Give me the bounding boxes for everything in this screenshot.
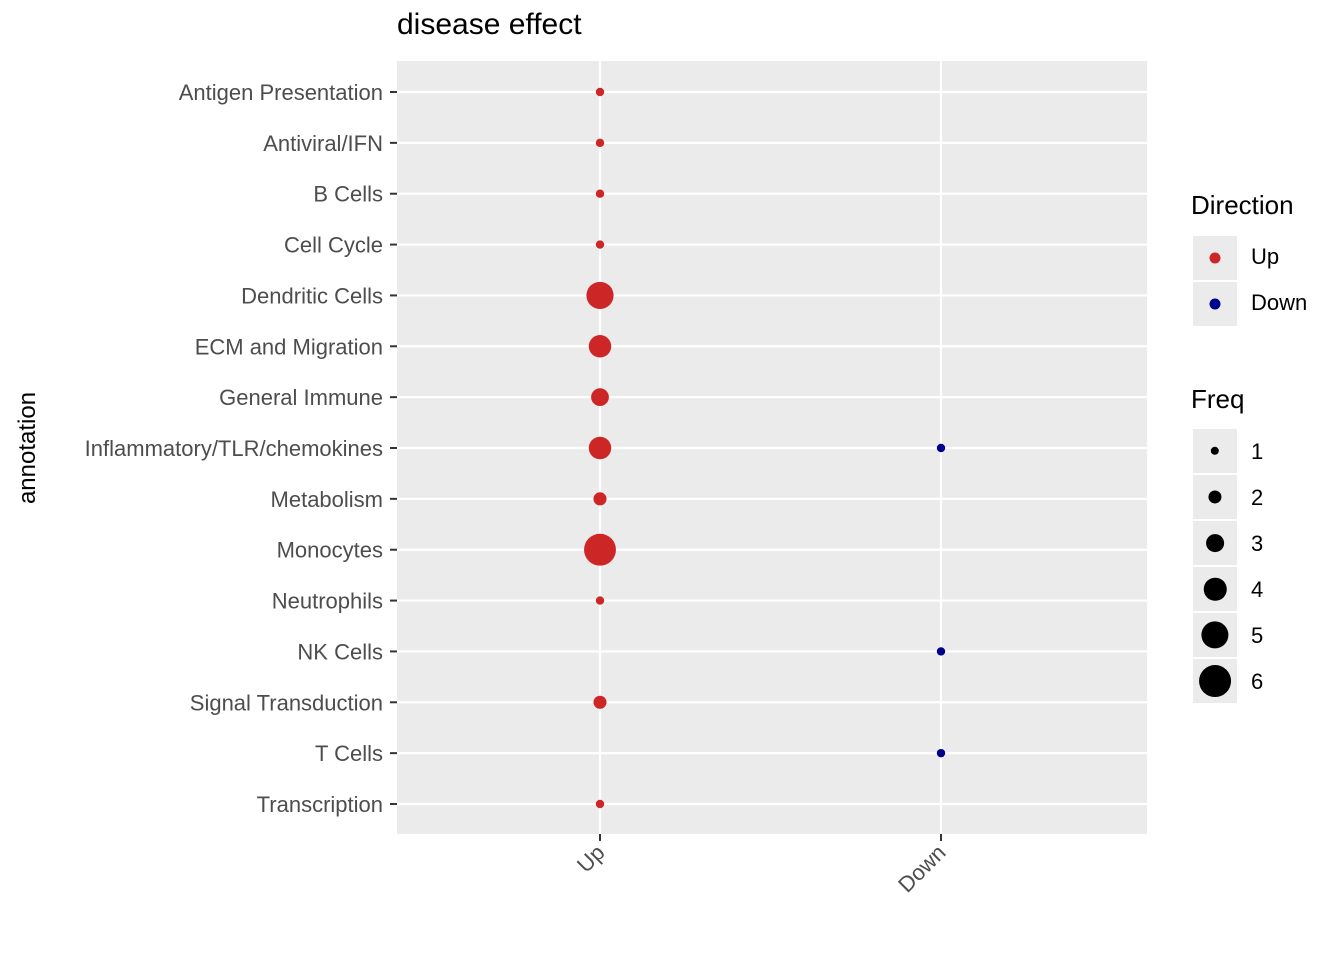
y-tick-label: General Immune bbox=[219, 385, 383, 410]
chart-title: disease effect bbox=[397, 8, 582, 41]
legend-dot-up bbox=[1209, 252, 1221, 264]
legend-label-freq-1: 1 bbox=[1251, 439, 1264, 464]
y-tick-label: T Cells bbox=[315, 741, 383, 766]
x-tick-label: Down bbox=[893, 840, 950, 897]
y-tick-label: Neutrophils bbox=[272, 589, 383, 614]
data-point bbox=[588, 436, 612, 460]
y-tick-label: Monocytes bbox=[277, 538, 383, 563]
y-tick-label: Antigen Presentation bbox=[179, 80, 383, 105]
legend-label-freq-4: 4 bbox=[1251, 577, 1264, 602]
y-tick-label: Metabolism bbox=[271, 487, 383, 512]
data-point bbox=[584, 533, 616, 566]
y-tick-label: Transcription bbox=[257, 792, 383, 817]
legend-dot-freq-5 bbox=[1201, 621, 1229, 649]
data-point bbox=[586, 281, 614, 310]
data-point bbox=[593, 695, 607, 709]
data-point bbox=[591, 388, 609, 407]
legend-label-freq-2: 2 bbox=[1251, 485, 1264, 510]
data-point bbox=[595, 87, 605, 97]
data-point bbox=[588, 335, 612, 358]
x-tick-label: Up bbox=[572, 840, 610, 878]
data-point bbox=[595, 596, 605, 605]
legend-dot-freq-6 bbox=[1199, 665, 1231, 697]
data-point bbox=[593, 492, 607, 506]
legend-label-up: Up bbox=[1251, 244, 1280, 269]
legend-dot-freq-3 bbox=[1206, 534, 1224, 552]
legend-direction-title: Direction bbox=[1191, 190, 1294, 220]
y-tick-label: B Cells bbox=[313, 182, 383, 207]
y-tick-label: Signal Transduction bbox=[190, 690, 383, 715]
data-point bbox=[595, 799, 605, 809]
legend-label-freq-3: 3 bbox=[1251, 531, 1264, 556]
legend-label-freq-6: 6 bbox=[1251, 669, 1264, 694]
y-tick-label: Inflammatory/TLR/chemokines bbox=[85, 436, 383, 461]
data-point bbox=[595, 138, 605, 148]
data-point bbox=[936, 748, 946, 758]
legend-label-freq-5: 5 bbox=[1251, 623, 1264, 648]
legend-dot-freq-4 bbox=[1203, 577, 1227, 601]
legend-dot-down bbox=[1209, 298, 1221, 310]
y-tick-label: Cell Cycle bbox=[284, 233, 383, 258]
legend-dot-freq-2 bbox=[1208, 490, 1222, 504]
y-tick-label: Antiviral/IFN bbox=[263, 131, 383, 156]
y-tick-label: ECM and Migration bbox=[195, 334, 383, 359]
legend-label-down: Down bbox=[1251, 290, 1308, 315]
data-point bbox=[936, 443, 946, 453]
legend-dot-freq-1 bbox=[1210, 446, 1220, 456]
legend-freq-title: Freq bbox=[1191, 384, 1245, 414]
data-point bbox=[595, 240, 605, 249]
y-tick-label: Dendritic Cells bbox=[241, 283, 383, 308]
data-point bbox=[595, 189, 605, 198]
y-tick-label: NK Cells bbox=[297, 639, 383, 664]
data-point bbox=[936, 647, 946, 656]
